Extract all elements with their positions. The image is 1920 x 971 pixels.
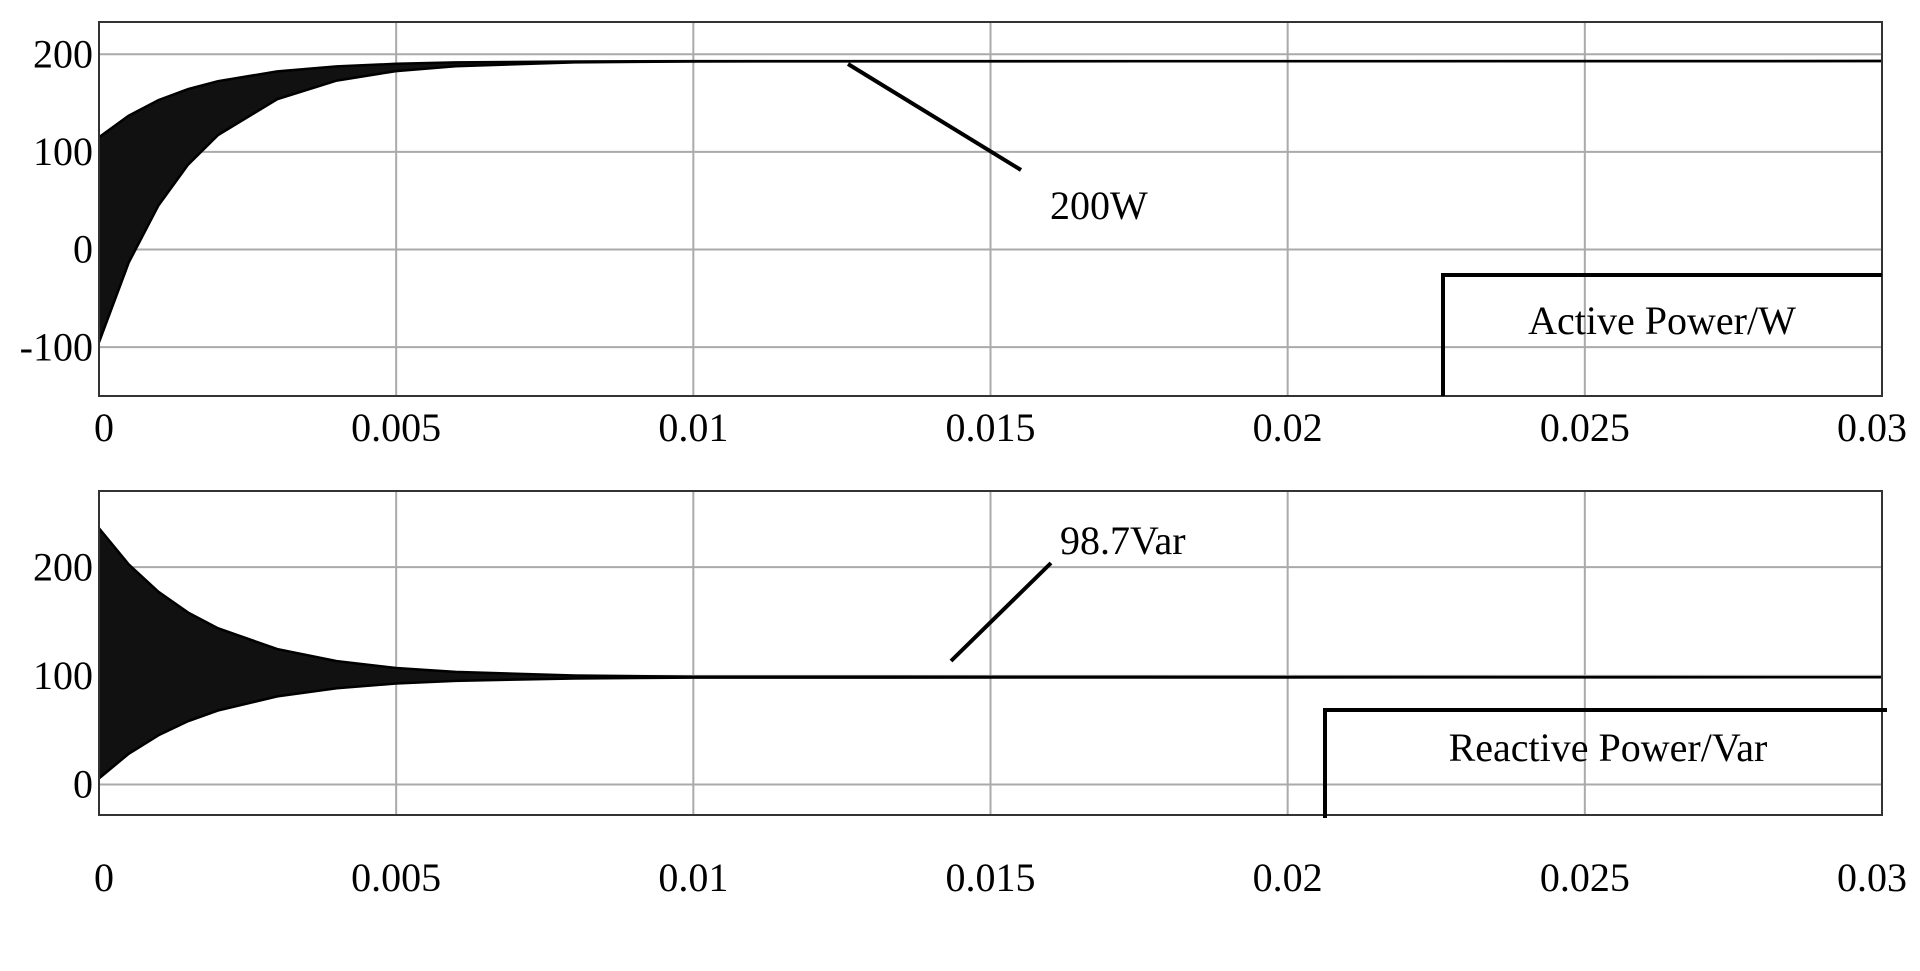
y-tick-label: 200 [33,544,93,589]
x-tick-label: 0.02 [1253,405,1323,450]
x-tick-label: 0.005 [351,855,441,900]
x-tick-label: 0.025 [1540,405,1630,450]
x-tick-label: 0.03 [1837,855,1907,900]
x-tick-label: 0.03 [1837,405,1907,450]
x-tick-label: 0 [94,405,114,450]
x-tick-label: 0.02 [1253,855,1323,900]
label-box [1441,273,1882,396]
x-tick-label: 0.015 [946,855,1036,900]
annotation: 200W [1050,183,1148,228]
x-tick-label: 0.01 [658,855,728,900]
x-tick-label: 0 [94,855,114,900]
y-tick-label: 100 [33,653,93,698]
plot-frame [98,490,1883,816]
annotation-leader [846,62,1023,172]
annotation-leader [949,561,1053,663]
line [98,675,1883,780]
chart-label: Reactive Power/Var [1449,725,1768,770]
x-tick-label: 0.025 [1540,855,1630,900]
y-tick-label: -100 [20,324,93,369]
x-tick-label: 0.005 [351,405,441,450]
x-axis-label: Time/s [941,967,1051,971]
y-tick-label: 0 [73,762,93,807]
label-box [1323,708,1887,818]
plot-frame [98,21,1883,397]
x-tick-label: 0.01 [658,405,728,450]
annotation: 98.7Var [1060,518,1186,563]
line [98,527,1883,679]
y-tick-label: 100 [33,129,93,174]
y-tick-label: 0 [73,227,93,272]
chart-label: Active Power/W [1528,298,1796,343]
oscillation-band [99,61,1882,343]
y-tick-label: 200 [33,31,93,76]
line [97,59,1883,343]
x-tick-label: 0.015 [946,405,1036,450]
